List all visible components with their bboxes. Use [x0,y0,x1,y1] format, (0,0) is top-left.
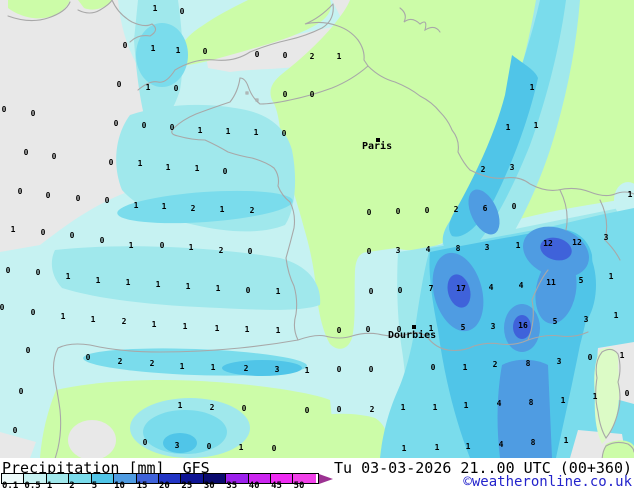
precipitation-map [0,0,634,458]
legend-model: GFS [182,459,210,477]
scale-label: 35 [226,481,238,490]
scale-label: 25 [181,481,193,490]
scale-label: 2 [69,481,75,490]
credit-link[interactable]: ©weatheronline.co.uk [463,474,632,490]
legend-title: Precipitation [mm] GFS [2,459,210,477]
coastlines [7,0,634,458]
scale-cell-50 [293,474,316,483]
scale-label: 15 [136,481,148,490]
scale-cell-25 [181,474,204,483]
scale-cell-1 [46,474,70,483]
scale-label: 0.5 [24,481,41,490]
legend-unit: [mm] [128,459,165,477]
scale-cell-35 [226,474,249,483]
scale-cell-5 [91,474,115,483]
map-canvas [0,0,634,458]
precipitation-color-scale [1,473,319,484]
scale-cell-0.5 [24,474,47,483]
scale-cell-40 [248,474,272,483]
scale-label: 30 [203,481,215,490]
scale-cell-2 [69,474,92,483]
scale-cell-45 [271,474,294,483]
scale-cell-20 [158,474,182,483]
scale-label: 40 [248,481,260,490]
legend-title-text: Precipitation [2,459,120,477]
scale-label: 1 [46,481,53,490]
scale-cell-15 [136,474,159,483]
scale-label: 0.1 [2,481,19,490]
scale-label: 20 [159,481,170,490]
legend-bar: Precipitation [mm] GFS 0.1 0.5 1 2 5 10 15 20 25… [0,458,634,490]
scale-label: 45 [271,481,282,490]
scale-overflow-arrow-icon [319,474,333,484]
scale-label: 10 [114,481,125,490]
scale-cell-30 [203,474,227,483]
scale-label: 5 [91,481,98,490]
valid-time-text: Tu 03-03-2026 21..00 UTC (00+360) [333,459,632,477]
scale-label: 50 [293,481,305,490]
scale-cell-0.1 [2,474,25,483]
mediterranean-islands [0,342,634,458]
extreme-precip-cores [447,237,572,339]
scale-cell-10 [114,474,137,483]
